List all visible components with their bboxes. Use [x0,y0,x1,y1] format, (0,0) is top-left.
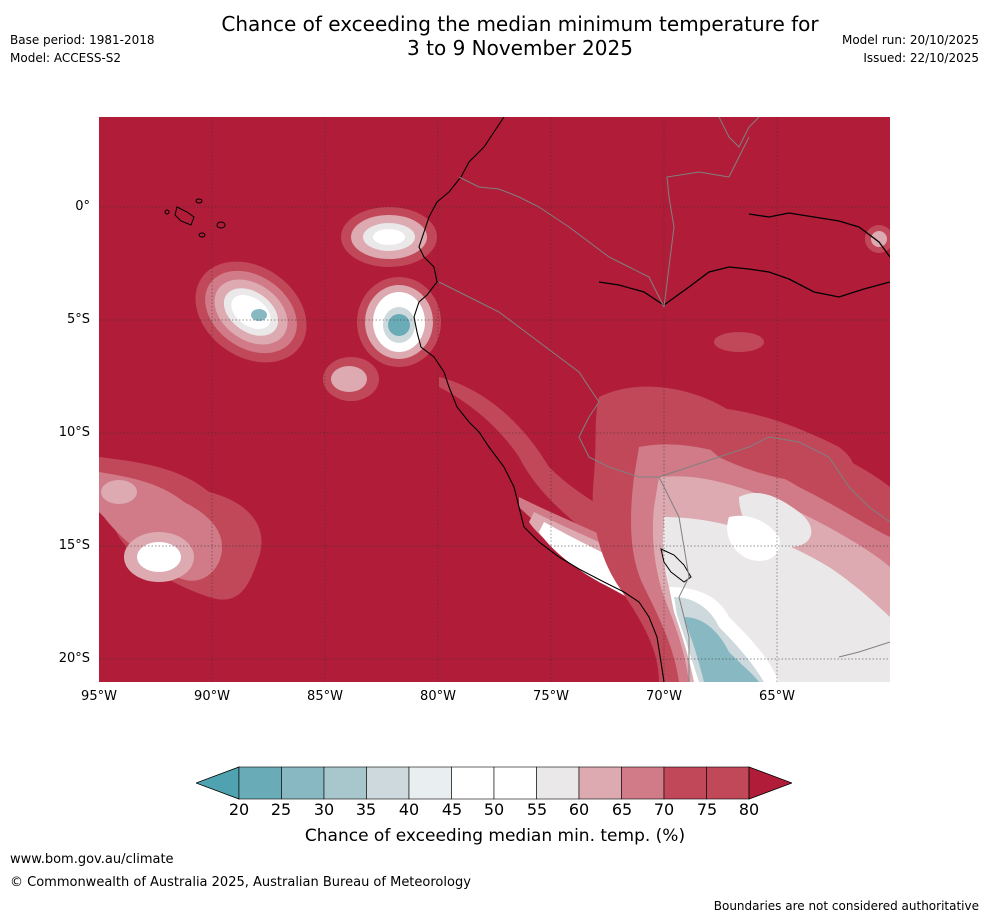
anomaly-small-offshore [323,357,379,401]
colorbar-segment-55-60 [536,766,580,800]
cb-tick-20: 20 [228,800,250,819]
cb-tick-70: 70 [653,800,675,819]
colorbar-segment-70-75 [663,766,707,800]
anomaly-east [697,332,854,483]
lon-label-80w: 80°W [420,689,456,704]
cb-tick-40: 40 [398,800,420,819]
footer-copyright: © Commonwealth of Australia 2025, Austra… [10,875,471,890]
base-period-label: Base period: 1981-2018 [10,33,155,47]
anomaly-gulf-north [341,207,437,267]
model-run-label: Model run: 20/10/2025 [841,33,979,47]
cb-tick-80: 80 [738,800,760,819]
colorbar-segment-60-65 [578,766,622,800]
cb-tick-25: 25 [270,800,292,819]
cb-tick-75: 75 [696,800,718,819]
issued-label: Issued: 22/10/2025 [863,51,979,65]
lat-label-20s: 20°S [58,651,90,666]
cb-tick-35: 35 [355,800,377,819]
lon-label-95w: 95°W [81,689,117,704]
colorbar-segment-50-55 [493,766,537,800]
lon-label-85w: 85°W [307,689,343,704]
anomaly-west-south [99,457,262,600]
colorbar-svg [194,766,794,800]
lat-label-0: 0° [75,199,90,214]
colorbar-label: Chance of exceeding median min. temp. (%… [304,826,686,846]
colorbar-low-extend [194,766,240,800]
map-title: Chance of exceeding the median minimum t… [140,12,900,60]
title-line-2: 3 to 9 November 2025 [407,36,633,60]
graticule [99,117,890,682]
colorbar-segment-35-40 [366,766,410,800]
lon-label-65w: 65°W [759,689,795,704]
colorbar-segment-25-30 [281,766,325,800]
cb-tick-50: 50 [483,800,505,819]
cb-tick-60: 60 [568,800,590,819]
anomaly-peru-north [357,277,441,367]
lon-label-90w: 90°W [194,689,230,704]
lat-label-15s: 15°S [58,538,90,553]
colorbar-segment-75-80 [706,766,750,800]
forecast-map [99,116,893,683]
map-svg [99,116,893,683]
lat-label-10s: 10°S [58,425,90,440]
cb-tick-30: 30 [313,800,335,819]
footer-url: www.bom.gov.au/climate [10,852,174,867]
lon-label-70w: 70°W [646,689,682,704]
colorbar [194,766,794,800]
model-label: Model: ACCESS-S2 [10,51,122,65]
coastline [413,116,665,683]
colorbar-segment-45-50 [451,766,495,800]
galapagos-islands [164,198,226,238]
colorbar-segment-65-70 [621,766,665,800]
footer-disclaimer: Boundaries are not considered authoritat… [713,899,979,913]
colorbar-high-extend [748,766,794,800]
cb-tick-55: 55 [526,800,548,819]
title-line-1: Chance of exceeding the median minimum t… [221,12,819,36]
country-borders [438,116,891,682]
colorbar-segment-30-35 [323,766,367,800]
colorbar-segment-40-45 [408,766,452,800]
river-amazon [598,212,891,306]
colorbar-segment-20-25 [238,766,282,800]
cb-tick-45: 45 [441,800,463,819]
lon-label-75w: 75°W [533,689,569,704]
anomaly-offshore-west [195,261,307,363]
anomaly-east-equator-core [871,231,887,247]
lat-label-5s: 5°S [66,312,90,327]
cb-tick-65: 65 [611,800,633,819]
